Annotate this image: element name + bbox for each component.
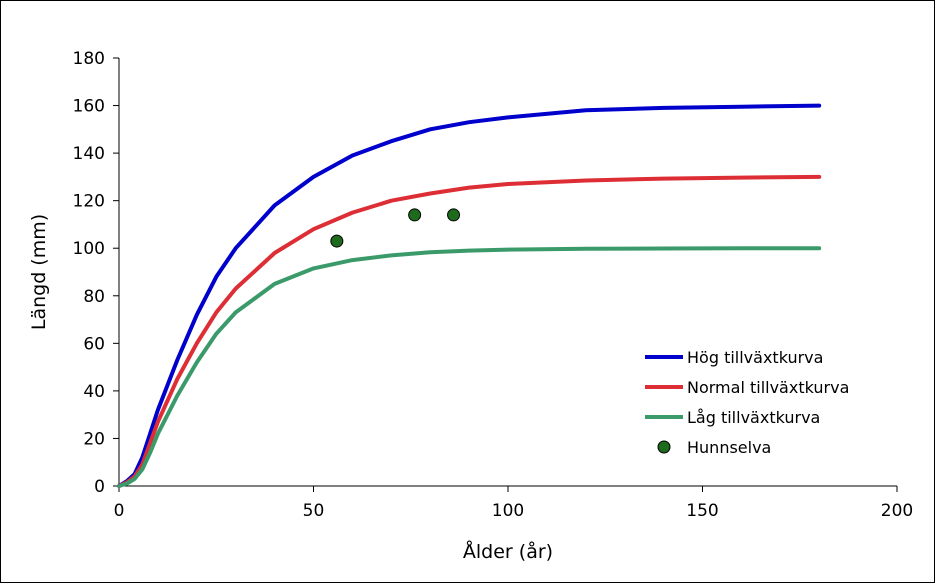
y-tick-label: 60 bbox=[83, 334, 105, 354]
plot-area bbox=[117, 103, 822, 488]
series-line bbox=[117, 246, 822, 488]
y-tick-label: 80 bbox=[83, 287, 105, 307]
y-tick-label: 20 bbox=[83, 429, 105, 449]
y-tick-label: 120 bbox=[73, 192, 105, 212]
y-tick-label: 100 bbox=[73, 239, 105, 259]
x-tick-label: 200 bbox=[881, 501, 913, 521]
series-line bbox=[117, 103, 822, 488]
axes: 0 20 40 60 80 100 120 140 160 180 0 50 100 150 200 bbox=[73, 49, 914, 521]
legend: Hög tillväxtkurva Normal tillväxtkurva Låg… bbox=[645, 348, 849, 457]
y-tick-label: 40 bbox=[83, 382, 105, 402]
y-axis-title: Längd (mm) bbox=[28, 214, 50, 330]
x-tick-label: 100 bbox=[492, 501, 524, 521]
data-point bbox=[330, 234, 344, 248]
legend-label: Hunnselva bbox=[687, 438, 771, 457]
legend-marker-hunnselva bbox=[657, 440, 671, 454]
x-tick-label: 0 bbox=[114, 501, 125, 521]
y-tick-label: 160 bbox=[73, 97, 105, 117]
legend-label: Låg tillväxtkurva bbox=[687, 408, 820, 427]
data-point bbox=[447, 208, 461, 222]
y-tick-label: 140 bbox=[73, 144, 105, 164]
legend-label: Normal tillväxtkurva bbox=[687, 378, 849, 397]
x-tick-label: 50 bbox=[303, 501, 325, 521]
x-tick-label: 150 bbox=[686, 501, 718, 521]
legend-label: Hög tillväxtkurva bbox=[687, 348, 823, 367]
y-tick-label: 180 bbox=[73, 49, 105, 69]
series-line bbox=[117, 174, 822, 488]
x-axis-title: Ålder (år) bbox=[463, 540, 553, 563]
y-tick-label: 0 bbox=[94, 477, 105, 497]
data-point bbox=[408, 208, 422, 222]
